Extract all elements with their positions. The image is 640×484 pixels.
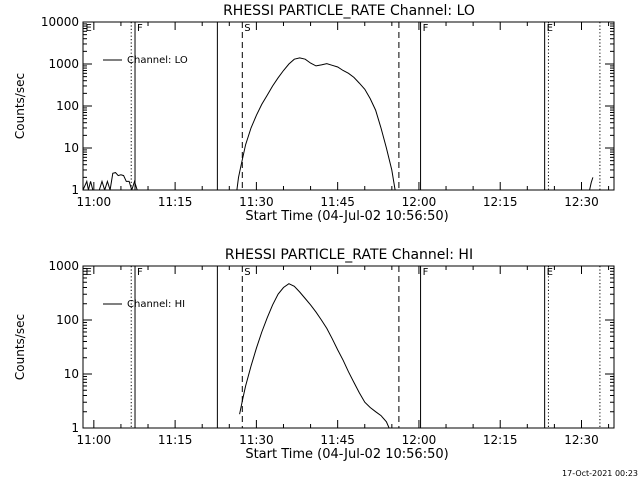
y-tick-label: 1000 — [48, 57, 79, 71]
chart-title: RHESSI PARTICLE_RATE Channel: LO — [223, 3, 475, 19]
legend-label: Channel: LO — [127, 55, 188, 66]
x-axis-label: Start Time (04-Jul-02 10:56:50) — [245, 447, 448, 462]
y-axis-label: Counts/sec — [13, 73, 27, 139]
series-line-1 — [239, 283, 390, 428]
x-tick-label: 11:00 — [77, 433, 112, 447]
event-marker-label-e: E — [86, 267, 92, 278]
y-tick-label: 10000 — [41, 15, 79, 29]
event-marker-label-f: F — [423, 267, 429, 278]
x-tick-label: 11:00 — [77, 195, 112, 209]
y-tick-label: 1 — [71, 183, 79, 197]
chart-panel-1: RHESSI PARTICLE_RATE Channel: LO E F S F E 1 10… — [13, 3, 615, 224]
x-tick-label: 12:00 — [402, 195, 437, 209]
event-marker-label-f: F — [423, 23, 429, 34]
event-marker-label-e: E — [547, 267, 553, 278]
y-tick-label: 1 — [71, 421, 79, 435]
plot-frame — [82, 21, 615, 191]
x-tick-label: 11:45 — [320, 195, 355, 209]
series-line-2 — [98, 172, 138, 190]
x-tick-label: 11:30 — [239, 195, 274, 209]
event-marker-label-e: E — [547, 23, 553, 34]
x-tick-label: 12:30 — [564, 433, 599, 447]
legend-label: Channel: HI — [127, 299, 185, 310]
event-marker-label-e: E — [86, 23, 92, 34]
chart-title: RHESSI PARTICLE_RATE Channel: HI — [225, 247, 473, 263]
series-line-4 — [589, 177, 594, 190]
y-tick-label: 10 — [64, 367, 79, 381]
x-tick-label: 11:15 — [158, 195, 193, 209]
y-tick-label: 10 — [64, 141, 79, 155]
y-axis-label: Counts/sec — [13, 314, 27, 380]
y-tick-label: 100 — [56, 313, 79, 327]
series-line-1 — [83, 179, 94, 190]
plot-frame — [82, 265, 615, 429]
x-tick-label: 11:30 — [239, 433, 274, 447]
x-tick-label: 12:30 — [564, 195, 599, 209]
event-marker-label-s: S — [244, 23, 250, 34]
x-tick-label: 11:15 — [158, 433, 193, 447]
x-tick-label: 12:00 — [402, 433, 437, 447]
series-line-3 — [236, 57, 396, 190]
x-tick-label: 12:15 — [483, 195, 518, 209]
y-tick-label: 100 — [56, 99, 79, 113]
event-marker-label-f: F — [137, 267, 143, 278]
y-tick-label: 1000 — [48, 259, 79, 273]
event-marker-label-f: F — [137, 23, 143, 34]
chart-panel-2: RHESSI PARTICLE_RATE Channel: HI E F S F E 1 10… — [13, 247, 615, 462]
x-tick-label: 11:45 — [320, 433, 355, 447]
x-axis-label: Start Time (04-Jul-02 10:56:50) — [245, 209, 448, 224]
x-tick-label: 12:15 — [483, 433, 518, 447]
event-marker-label-s: S — [244, 267, 250, 278]
footer-timestamp: 17-Oct-2021 00:23 — [562, 469, 638, 478]
